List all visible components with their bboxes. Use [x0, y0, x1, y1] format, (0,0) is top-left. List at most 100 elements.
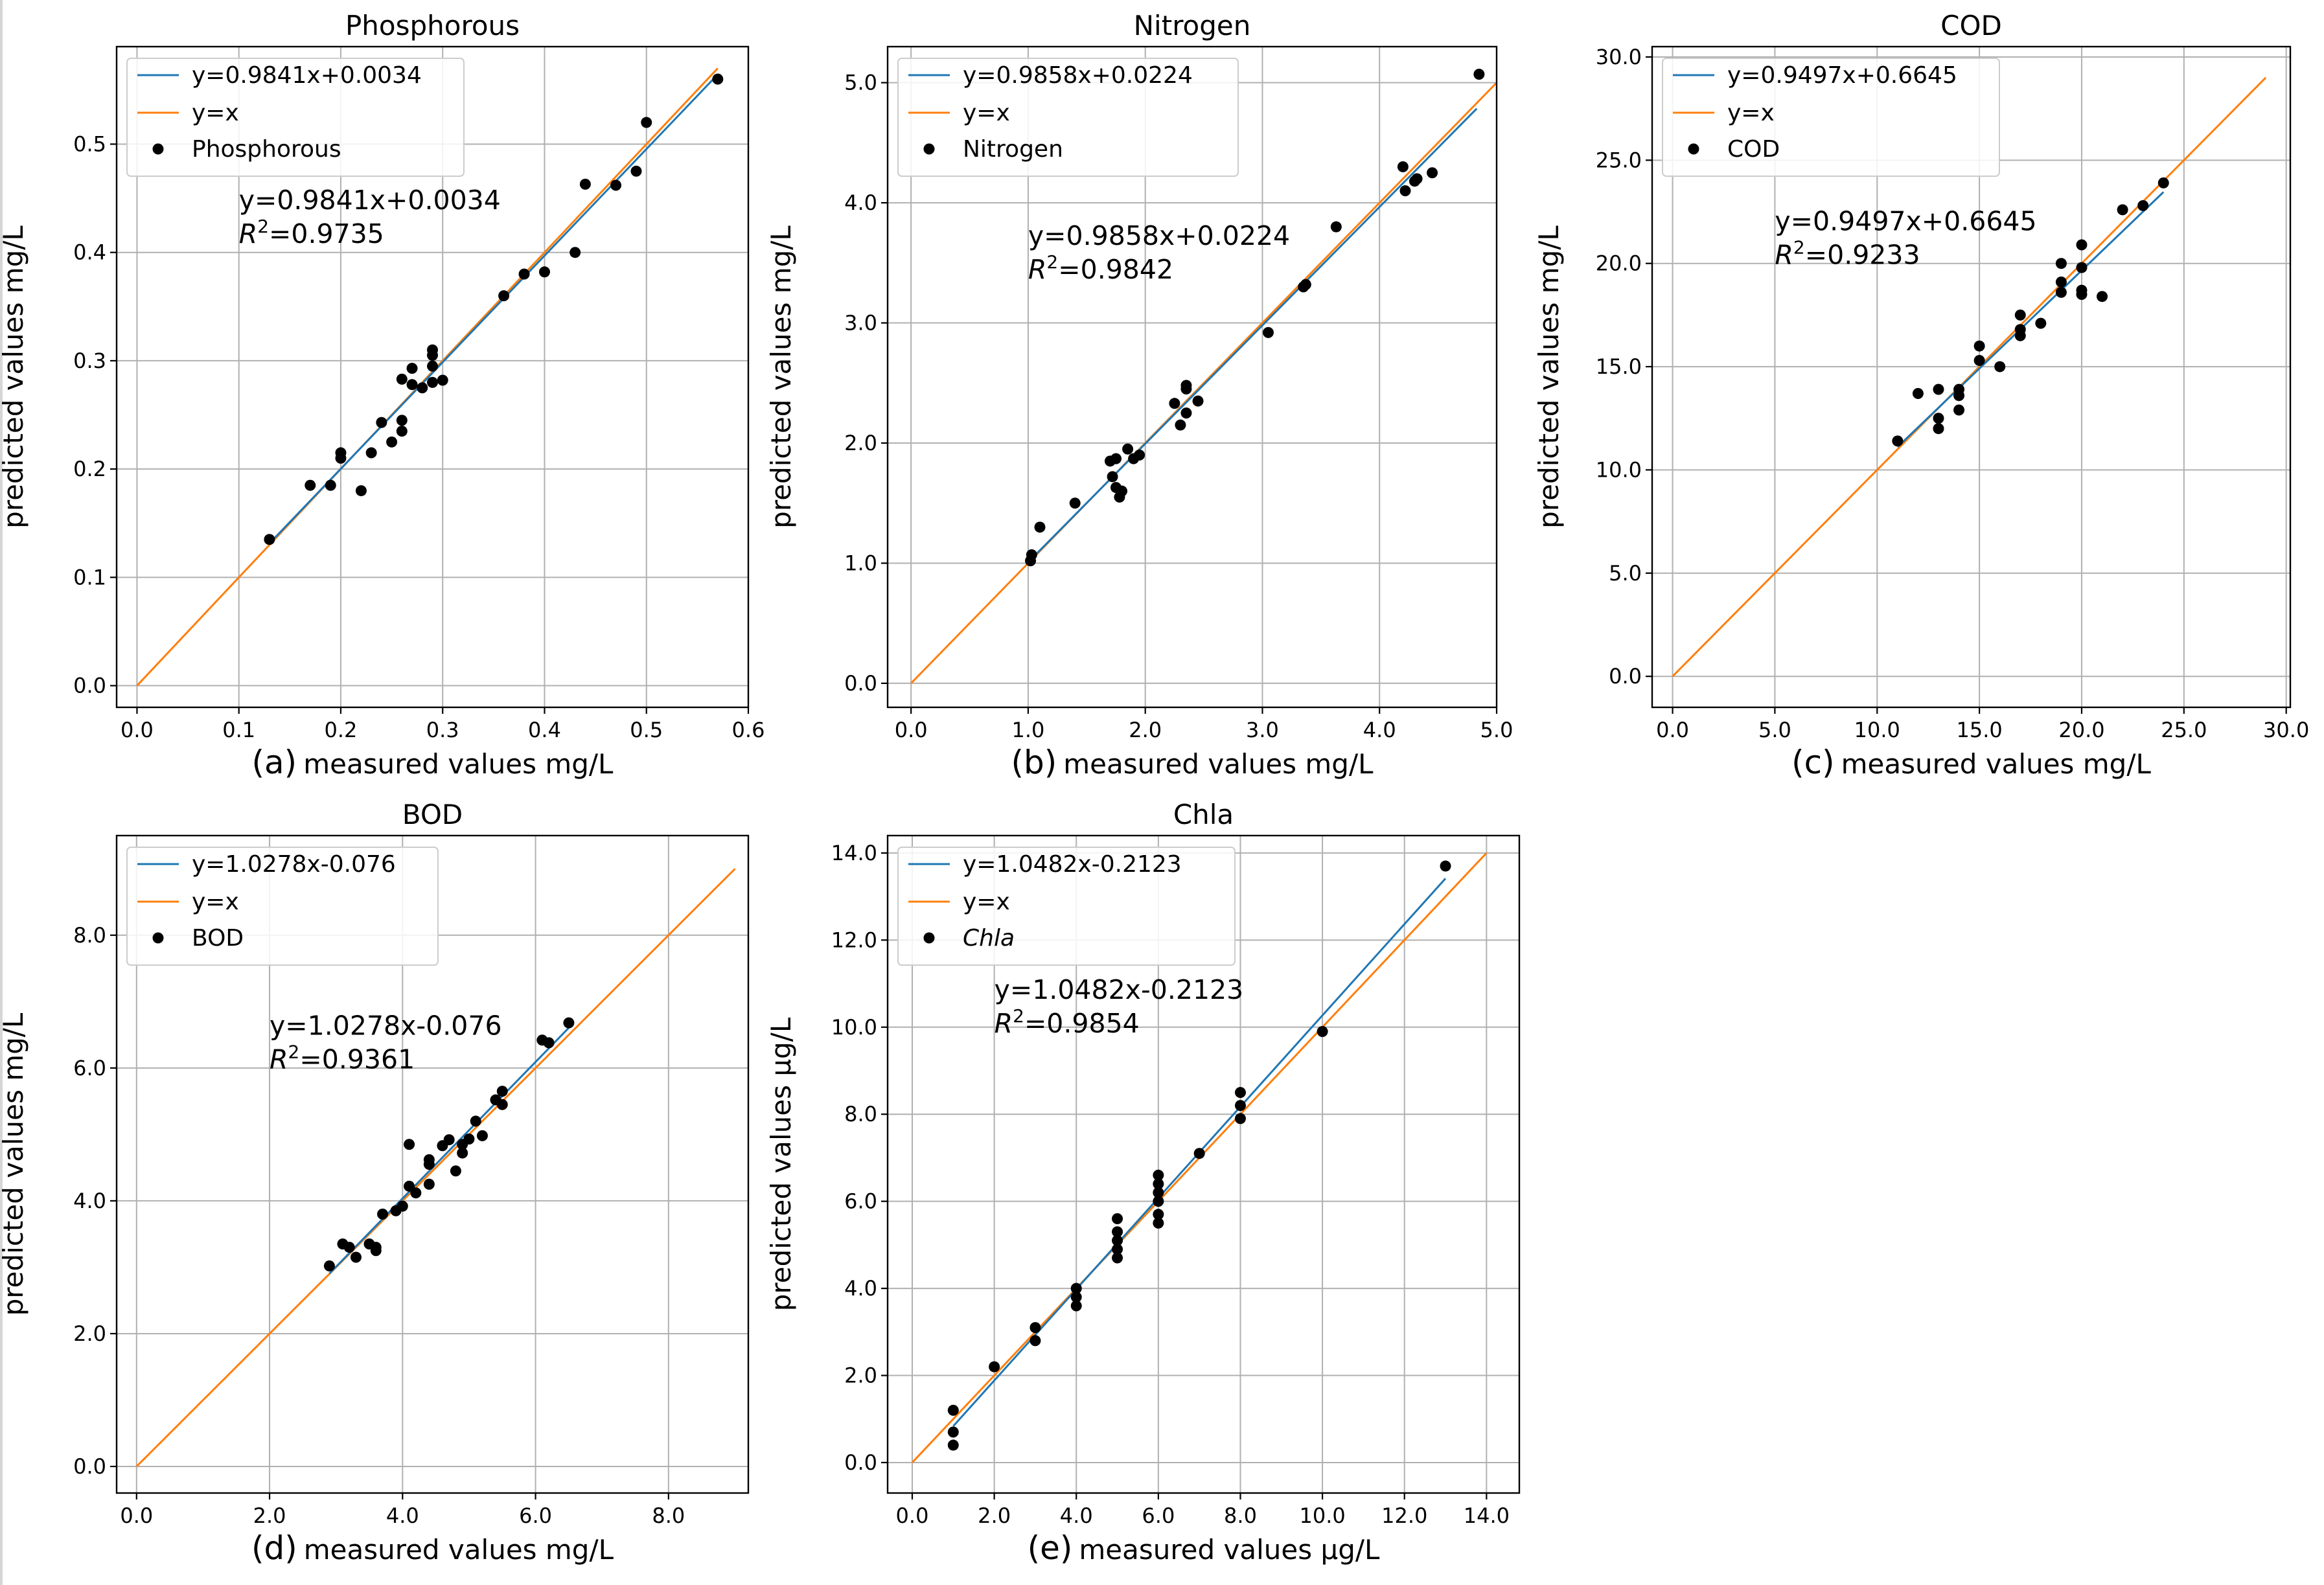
y-tick-label: 8.0 — [844, 1102, 877, 1126]
y-tick-label: 30.0 — [1596, 45, 1642, 69]
x-axis-label: measured values mg/L — [1841, 748, 2152, 780]
legend-label: Nitrogen — [963, 136, 1063, 163]
legend-points-swatch — [152, 143, 164, 155]
x-tick-label: 0.0 — [1656, 718, 1689, 742]
data-point — [1030, 1322, 1041, 1334]
data-point — [417, 382, 428, 394]
data-point — [518, 268, 530, 280]
r-squared: R2=0.9854 — [995, 1005, 1140, 1039]
y-tick-label: 6.0 — [844, 1189, 877, 1214]
data-point — [1110, 453, 1122, 464]
legend-label: y=0.9858x+0.0224 — [963, 62, 1193, 89]
data-point — [1973, 355, 1985, 366]
data-point — [1933, 383, 1944, 395]
data-point — [1953, 383, 1965, 395]
x-tick-label: 2.0 — [1129, 718, 1162, 742]
data-point — [630, 165, 642, 177]
data-point — [1175, 419, 1186, 431]
y-tick-label: 0.2 — [73, 457, 106, 481]
y-tick-label: 5.0 — [1609, 561, 1642, 586]
y-axis-title: predicted values mg/L — [0, 1012, 29, 1316]
data-point — [1030, 1335, 1041, 1347]
r-squared-value: =0.9842 — [1058, 254, 1173, 285]
data-point — [470, 1115, 481, 1127]
data-point — [1234, 1100, 1246, 1112]
data-point — [1330, 221, 1342, 233]
data-point — [2055, 258, 2067, 269]
y-tick-label: 12.0 — [831, 928, 877, 952]
identity-line — [135, 868, 736, 1468]
x-tick-label: 0.0 — [895, 718, 928, 742]
x-tick-label: 12.0 — [1381, 1503, 1427, 1528]
plot-frame — [115, 45, 750, 709]
legend-label: y=0.9497x+0.6645 — [1727, 62, 1957, 89]
x-tick-label: 4.0 — [386, 1503, 419, 1528]
data-point — [496, 1099, 508, 1110]
data-point — [406, 363, 418, 374]
y-tick-label: 5.0 — [844, 71, 877, 95]
x-tick-label: 2.0 — [253, 1503, 286, 1528]
legend-label: y=0.9841x+0.0034 — [192, 62, 422, 89]
data-point — [1069, 497, 1081, 509]
data-point — [370, 1242, 382, 1253]
fit-equation: y=0.9497x+0.6645 — [1775, 206, 2036, 237]
panel-title: Phosphorous — [345, 10, 520, 41]
r-squared-exponent: 2 — [1013, 1005, 1024, 1027]
chart-panel-bod: 0.0 2.0 4.0 6.0 8.0 0.0 2.0 4.0 6.0 8.0 BOD (d) meas… — [0, 799, 750, 1567]
x-tick-label: 20.0 — [2058, 718, 2104, 742]
r-squared: R2=0.9735 — [239, 216, 384, 249]
legend: y=1.0278x-0.076 y=x BOD — [126, 847, 439, 966]
x-tick-label: 0.0 — [120, 1503, 153, 1528]
data-point — [2055, 276, 2067, 288]
legend-points-swatch — [923, 932, 935, 944]
y-tick-label: 14.0 — [831, 841, 877, 865]
chart-panel-cod: 0.0 5.0 10.0 15.0 20.0 25.0 30.0 0.0 5.0 10.0 15.0… — [1533, 10, 2309, 781]
data-point — [386, 436, 398, 448]
x-tick-label: 0.6 — [732, 718, 765, 742]
y-axis-title: predicted values mg/L — [0, 225, 29, 529]
identity-line — [910, 82, 1498, 684]
x-axis-title: (d) measured values mg/L — [251, 1529, 614, 1567]
y-tick-label: 10.0 — [1596, 457, 1642, 482]
data-point — [350, 1251, 362, 1263]
data-point — [323, 1260, 335, 1271]
data-point — [427, 344, 438, 356]
data-point — [2076, 239, 2088, 251]
x-tick-label: 6.0 — [519, 1503, 552, 1528]
x-axis-label: measured values mg/L — [303, 748, 614, 780]
chart-panel-phosphorous: 0.0 0.1 0.2 0.3 0.4 0.5 0.6 0.0 0.1 0.2 0.3 0.4 0.5 P… — [0, 10, 765, 781]
x-tick-label: 6.0 — [1142, 1503, 1175, 1528]
y-tick-label: 2.0 — [844, 1363, 877, 1388]
data-point — [1399, 185, 1411, 197]
data-point — [1234, 1113, 1246, 1124]
data-point — [476, 1130, 488, 1141]
data-point — [579, 178, 591, 190]
r-squared-value: =0.9361 — [299, 1044, 415, 1075]
x-tick-label: 8.0 — [652, 1503, 685, 1528]
r-squared-value: =0.9735 — [269, 218, 384, 249]
data-point — [423, 1154, 435, 1165]
data-point — [543, 1037, 555, 1049]
legend-box — [897, 847, 1236, 966]
legend-label: BOD — [192, 925, 244, 952]
legend-label: y=x — [192, 889, 239, 915]
data-point — [1192, 395, 1204, 407]
y-tick-label: 2.0 — [73, 1321, 106, 1346]
data-point — [1134, 450, 1145, 461]
data-point — [1180, 380, 1192, 391]
data-point — [1153, 1187, 1164, 1198]
y-tick-label: 4.0 — [844, 1276, 877, 1301]
x-axis-title: (a) measured values mg/L — [252, 744, 614, 781]
fit-equation: y=1.0278x-0.076 — [270, 1010, 502, 1042]
data-point — [1070, 1292, 1082, 1303]
data-point — [427, 360, 438, 372]
r-squared-symbol: R — [1028, 254, 1047, 285]
data-point — [305, 479, 316, 491]
data-point — [1933, 413, 1944, 424]
fit-equation: y=1.0482x-0.2123 — [995, 974, 1244, 1005]
data-point — [1153, 1178, 1164, 1190]
y-tick-label: 0.0 — [1609, 664, 1642, 689]
plot-frame — [1651, 45, 2292, 709]
data-point — [355, 485, 367, 497]
